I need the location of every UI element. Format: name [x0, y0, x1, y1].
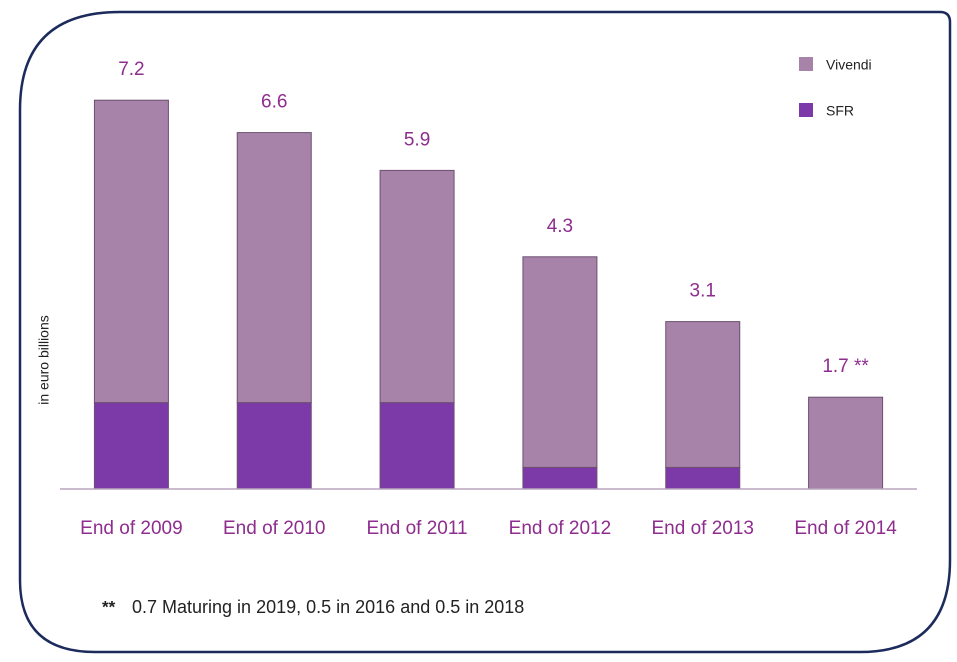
bar-segment — [93, 99, 169, 404]
bar-segment — [808, 396, 884, 490]
frame — [18, 10, 952, 654]
x-tick-label: End of 2010 — [223, 518, 325, 539]
value-label: 7.2 — [118, 59, 144, 80]
legend-swatch — [799, 57, 813, 71]
bar-segment — [379, 169, 455, 404]
bar-segment — [665, 466, 741, 490]
x-tick-label: End of 2011 — [367, 518, 468, 539]
legend-label: Vivendi — [826, 57, 872, 73]
value-label: 5.9 — [404, 129, 430, 150]
footnote-marker: ** — [102, 597, 116, 616]
bar-segment — [522, 256, 598, 468]
legend-label: SFR — [826, 103, 854, 119]
x-tick-label: End of 2014 — [794, 518, 897, 539]
bar-segment — [522, 466, 598, 490]
value-label: 1.7 ** — [822, 356, 869, 377]
bar-segment — [236, 402, 312, 490]
bar-segment — [236, 132, 312, 404]
x-tick-label: End of 2013 — [652, 518, 754, 539]
value-label: 4.3 — [547, 216, 573, 237]
footnote: 0.7 Maturing in 2019, 0.5 in 2016 and 0.… — [132, 597, 524, 617]
bar-segment — [379, 402, 455, 490]
x-tick-label: End of 2012 — [509, 518, 611, 539]
bar-segment — [665, 321, 741, 468]
value-label: 3.1 — [690, 281, 716, 302]
x-tick-label: End of 2009 — [80, 518, 182, 539]
legend-swatch — [799, 103, 813, 117]
bar-segment — [93, 402, 169, 490]
y-axis-label: in euro billions — [36, 315, 52, 405]
value-label: 6.6 — [261, 92, 287, 113]
